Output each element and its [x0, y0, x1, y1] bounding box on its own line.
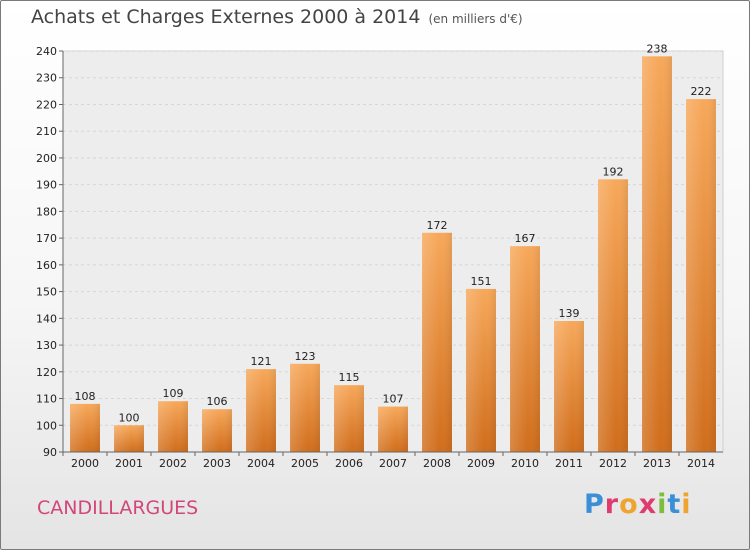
bar-shade: [642, 56, 672, 452]
bar-shade: [158, 401, 188, 452]
x-tick-label: 2011: [555, 457, 583, 470]
chart-title-text: Achats et Charges Externes 2000 à 2014: [31, 6, 421, 28]
logo-letter: t: [667, 489, 682, 520]
y-tick-label: 150: [36, 286, 57, 299]
y-tick-label: 220: [36, 98, 57, 111]
bar-shade: [686, 99, 716, 453]
value-label: 151: [471, 275, 492, 288]
y-tick-label: 130: [36, 339, 57, 352]
proxiti-logo: Proxiti: [584, 489, 692, 520]
x-tick-label: 2013: [643, 457, 671, 470]
bar-shade: [510, 246, 540, 452]
bar-shade: [466, 288, 496, 452]
logo-letter: i: [681, 489, 692, 520]
bar-shade: [422, 232, 452, 452]
bar-shade: [202, 409, 232, 452]
bar-shade: [554, 321, 584, 452]
value-label: 123: [295, 350, 316, 363]
y-tick-label: 180: [36, 205, 57, 218]
x-tick-label: 2003: [203, 457, 231, 470]
bar-shade: [290, 363, 320, 452]
y-tick-label: 120: [36, 366, 57, 379]
value-label: 172: [427, 219, 448, 232]
x-tick-label: 2002: [159, 457, 187, 470]
x-tick-label: 2007: [379, 457, 407, 470]
logo-letter: i: [657, 489, 668, 520]
y-tick-label: 90: [43, 446, 57, 459]
value-label: 139: [559, 307, 580, 320]
chart-title: Achats et Charges Externes 2000 à 2014 (e…: [31, 6, 523, 28]
y-tick-label: 160: [36, 259, 57, 272]
value-label: 100: [119, 411, 140, 424]
x-axis: 2000 2001 2002 2003 2004 2005 2006 2007 2008 2009…: [62, 451, 723, 470]
chart-subtitle: (en milliers d'€): [428, 12, 523, 26]
value-label: 108: [75, 390, 96, 403]
bar-shade: [598, 179, 628, 452]
bar-shade: [246, 369, 276, 452]
bars: [70, 56, 716, 453]
y-tick-label: 110: [36, 393, 57, 406]
x-tick-label: 2010: [511, 457, 539, 470]
logo-letter: P: [584, 489, 605, 520]
x-tick-label: 2001: [115, 457, 143, 470]
bar-shade: [334, 385, 364, 452]
y-tick-label: 240: [36, 45, 57, 58]
value-label: 106: [207, 395, 228, 408]
bar-shade: [378, 406, 408, 452]
logo-letter: x: [638, 489, 658, 520]
y-tick-label: 210: [36, 125, 57, 138]
x-tick-label: 2014: [687, 457, 715, 470]
y-tick-label: 200: [36, 152, 57, 165]
x-tick-label: 2006: [335, 457, 363, 470]
y-tick-label: 190: [36, 179, 57, 192]
y-tick-label: 140: [36, 312, 57, 325]
value-label: 222: [691, 85, 712, 98]
value-label: 107: [383, 393, 404, 406]
x-tick-label: 2009: [467, 457, 495, 470]
value-label: 167: [515, 232, 536, 245]
value-labels: 108 100 109 106 121 123 115 107 172 151 167 139 192 2…: [75, 42, 712, 424]
value-label: 192: [603, 165, 624, 178]
bar-shade: [114, 425, 144, 452]
bar-shade: [70, 403, 100, 452]
x-tick-label: 2005: [291, 457, 319, 470]
grid-lines: [63, 50, 723, 453]
x-tick-label: 2000: [71, 457, 99, 470]
logo-letter: o: [619, 489, 639, 520]
value-label: 109: [163, 387, 184, 400]
value-label: 238: [647, 42, 668, 55]
value-label: 121: [251, 355, 272, 368]
y-tick-label: 100: [36, 419, 57, 432]
x-tick-label: 2004: [247, 457, 275, 470]
value-label: 115: [339, 371, 360, 384]
y-tick-label: 230: [36, 72, 57, 85]
logo-letter: r: [604, 489, 620, 520]
x-tick-label: 2012: [599, 457, 627, 470]
y-tick-label: 170: [36, 232, 57, 245]
y-axis: 90 100 110 120 130 140 150 160 170 180 190 200 210 22…: [36, 45, 64, 459]
x-tick-label: 2008: [423, 457, 451, 470]
city-name: CANDILLARGUES: [37, 497, 199, 519]
